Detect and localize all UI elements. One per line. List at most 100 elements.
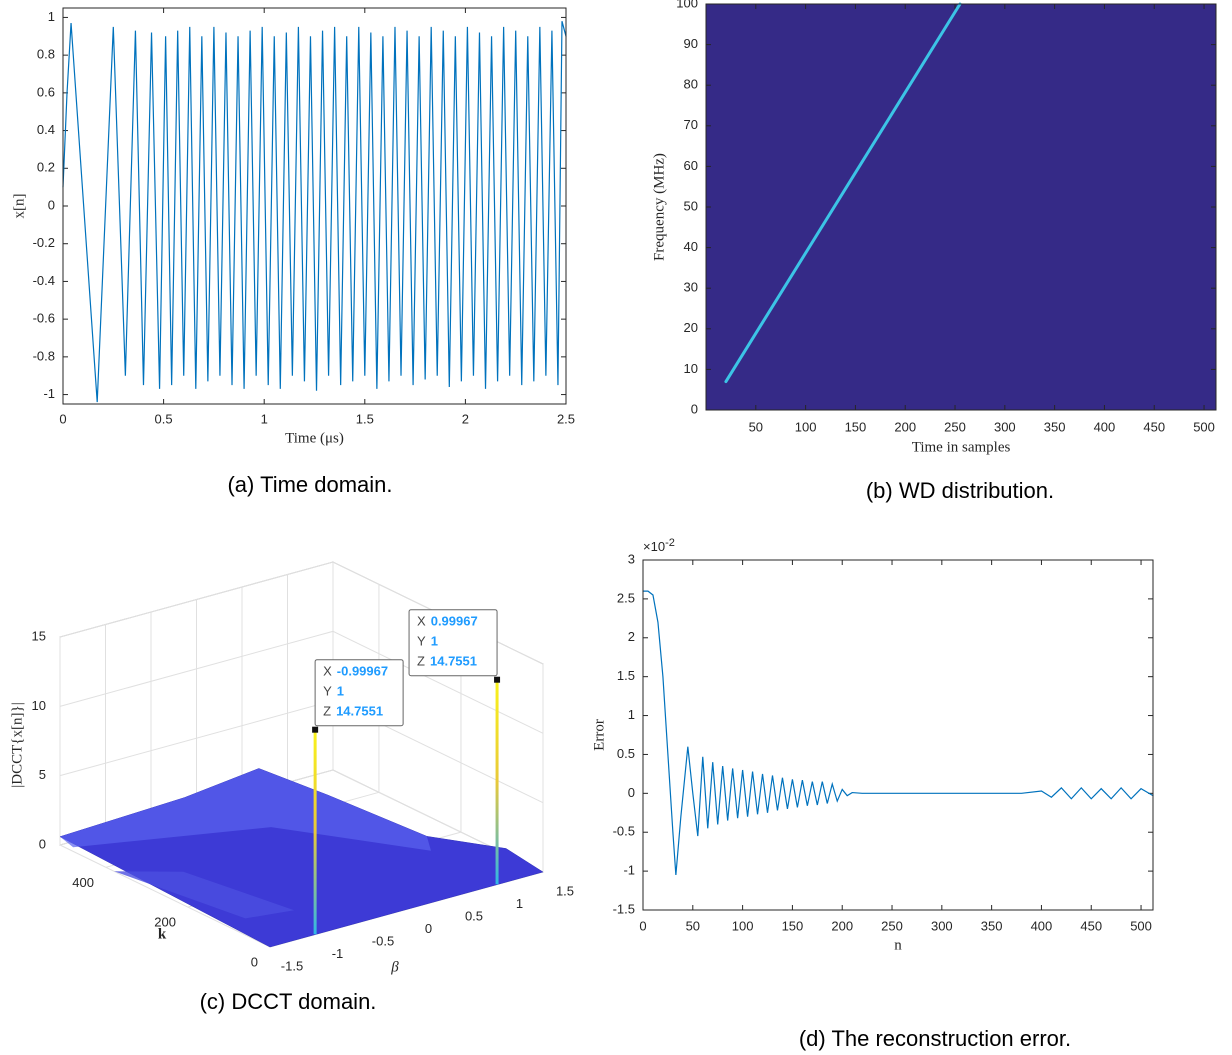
y-tick-label: 0.8 [37,47,55,62]
x-axis-label: n [894,937,902,953]
caption: (d) The reconstruction error. [799,1026,1071,1051]
x-tick-label: 0 [59,411,66,426]
x-tick-label: 250 [881,918,903,933]
heatmap-background [706,4,1216,410]
data-line [642,590,1154,876]
y-tick-label: -1.5 [613,901,635,916]
ridge-line [724,2,962,384]
x-tick-label: 150 [782,918,804,933]
datatip-box [408,609,498,677]
x-tick-label: 450 [1143,419,1165,434]
z-tick-label: 15 [32,628,46,643]
y-tick-label: -0.4 [33,273,55,288]
grid-line [59,844,271,948]
x-tick-label: 200 [894,419,916,434]
x-tick-label: 350 [1044,419,1066,434]
datatip-value: 14.7551 [430,654,477,669]
y-tick-label: 100 [676,0,698,10]
x-tick-label: 50 [749,419,763,434]
y-tick-label: 0.5 [617,746,635,761]
beta-tick-label: 1.5 [556,883,574,898]
datatip-value: 14.7551 [336,704,383,719]
datatip-label: X [323,664,332,679]
datatip-value: 1 [431,634,438,649]
y-tick-label: 90 [684,36,698,51]
x-tick-label: 1.5 [356,411,374,426]
datatip-row: Z 14.7551 [417,654,477,669]
axes-frame [642,559,1154,911]
axes-frame [705,3,1217,411]
y-tick-label: 0 [691,401,698,416]
y-tick-label: 0.4 [37,122,55,137]
x-tick-label: 200 [831,918,853,933]
x-tick-label: 500 [1193,419,1215,434]
k-tick-label: 200 [154,915,176,930]
datatip-label: X [417,614,426,629]
caption: (c) DCCT domain. [200,989,377,1014]
y-tick-label: 2 [628,629,635,644]
datatip-label: Z [417,654,425,669]
surface-noise [114,871,295,919]
y-tick-label: 0 [48,197,55,212]
datatip-label: Y [417,634,426,649]
y-tick-label: -0.5 [613,824,635,839]
y-tick-label: -1 [623,863,635,878]
spike [313,729,317,935]
y-tick-label: 10 [684,361,698,376]
z-axis-label: |DCCT{x[n]}| [9,702,25,787]
x-tick-label: 50 [686,918,700,933]
datatip-row: X 0.99967 [417,614,478,629]
y-tick-label: -0.2 [33,235,55,250]
x-tick-label: 300 [994,419,1016,434]
z-tick-label: 10 [32,698,46,713]
beta-tick-label: 0 [425,921,432,936]
x-tick-label: 0.5 [155,411,173,426]
x-tick-label: 1 [261,411,268,426]
y-tick-label: 20 [684,320,698,335]
y-multiplier: ×10-2 [643,537,675,555]
datatip-value: 0.99967 [431,614,478,629]
x-tick-label: 2 [462,411,469,426]
k-tick-label: 400 [72,875,94,890]
datatip-value: 1 [337,684,344,699]
datatip-row: Z 14.7551 [323,704,383,719]
y-tick-label: 0.6 [37,84,55,99]
y-tick-label: -1 [43,386,55,401]
y-axis-label: Error [591,719,607,751]
y-tick-label: 70 [684,117,698,132]
beta-tick-label: 1 [516,896,523,911]
beta-tick-label: -0.5 [372,933,394,948]
z-tick-label: 5 [39,767,46,782]
x-axis-label: Time (μs) [285,430,344,446]
datatip-marker [312,726,319,733]
y-tick-label: 2.5 [617,590,635,605]
y-tick-label: 30 [684,280,698,295]
datatip-label: Z [323,704,331,719]
x-tick-label: 0 [639,918,646,933]
x-axis-label: β [390,959,399,975]
beta-tick-label: 0.5 [465,908,483,923]
x-tick-label: 250 [944,419,966,434]
x-tick-label: 350 [981,918,1003,933]
datatip-box [314,659,404,727]
y-tick-label: 0 [628,785,635,800]
y-axis-label: Frequency (MHz) [651,153,667,261]
x-tick-label: 2.5 [557,411,575,426]
x-axis-label: Time in samples [912,439,1011,455]
x-tick-label: 500 [1130,918,1152,933]
y-tick-label: 40 [684,239,698,254]
beta-tick-label: -1.5 [281,958,303,973]
x-tick-label: 150 [845,419,867,434]
caption: (b) WD distribution. [866,478,1054,503]
y-tick-label: 60 [684,158,698,173]
multiplier-exponent: -2 [665,537,675,549]
y-tick-label: -0.8 [33,348,55,363]
x-tick-label: 300 [931,918,953,933]
y-tick-label: 80 [684,77,698,92]
k-tick-label: 0 [251,954,258,969]
y-tick-label: 1 [48,9,55,24]
datatip-row: X -0.99967 [323,664,388,679]
